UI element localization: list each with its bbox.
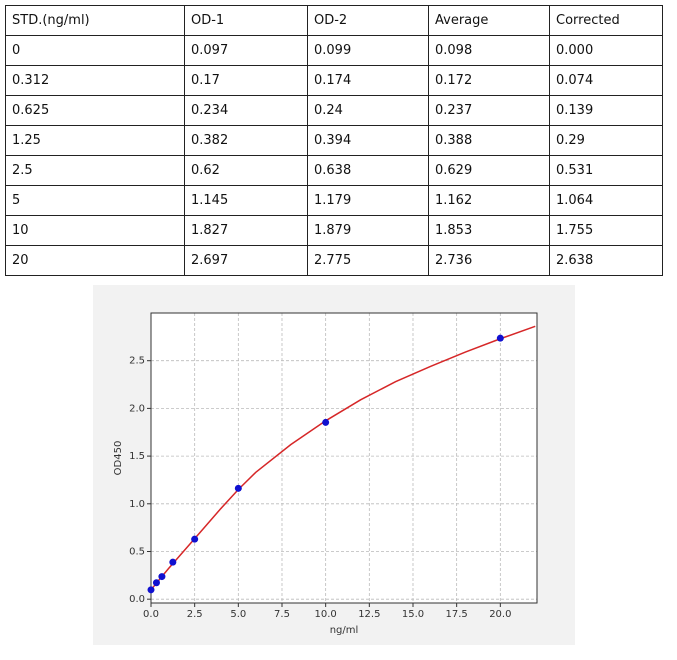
x-tick-label: 17.5 bbox=[446, 609, 468, 620]
y-tick-label: 2.0 bbox=[129, 403, 145, 414]
y-tick-label: 1.5 bbox=[129, 451, 145, 462]
table-cell: STD.(ng/ml) bbox=[5, 5, 185, 36]
table-cell: 1.162 bbox=[428, 185, 550, 216]
table-cell: 1.755 bbox=[549, 215, 663, 246]
table-row: 20 2.697 2.775 2.736 2.638 bbox=[5, 245, 663, 276]
y-tick-label: 2.5 bbox=[129, 356, 145, 367]
table-cell: 0.625 bbox=[5, 95, 185, 126]
table-cell: 1.064 bbox=[549, 185, 663, 216]
table-row: 0.625 0.234 0.24 0.237 0.139 bbox=[5, 95, 663, 126]
table-row: 0 0.097 0.099 0.098 0.000 bbox=[5, 35, 663, 66]
table-cell: 0.629 bbox=[428, 155, 550, 186]
table-cell: 0.097 bbox=[184, 35, 308, 66]
x-tick-label: 5.0 bbox=[230, 609, 246, 620]
table-cell: 2.697 bbox=[184, 245, 308, 276]
fit-curve bbox=[150, 325, 536, 591]
table-cell: OD-1 bbox=[184, 5, 308, 36]
table-cell: 0.531 bbox=[549, 155, 663, 186]
table-cell: 0.237 bbox=[428, 95, 550, 126]
data-point bbox=[147, 586, 155, 594]
x-tick-label: 15.0 bbox=[402, 609, 424, 620]
table-cell: 0.174 bbox=[307, 65, 429, 96]
x-tick-label: 7.5 bbox=[274, 609, 290, 620]
y-tick-label: 0.5 bbox=[129, 546, 145, 557]
y-tick-label: 1.0 bbox=[129, 499, 145, 510]
data-point bbox=[158, 573, 166, 581]
table-cell: 0.099 bbox=[307, 35, 429, 66]
table-row: 10 1.827 1.879 1.853 1.755 bbox=[5, 215, 663, 246]
table-cell: 0.24 bbox=[307, 95, 429, 126]
table-cell: 0.172 bbox=[428, 65, 550, 96]
table-cell: Corrected bbox=[549, 5, 663, 36]
plot-area bbox=[151, 313, 537, 603]
header-row: STD.(ng/ml) OD-1 OD-2 Average Corrected bbox=[5, 5, 663, 36]
x-tick-label: 0.0 bbox=[143, 609, 159, 620]
table-cell: 2.638 bbox=[549, 245, 663, 276]
data-table: STD.(ng/ml) OD-1 OD-2 Average Corrected 0 0.09… bbox=[5, 5, 663, 276]
table-cell: 1.879 bbox=[307, 215, 429, 246]
table-cell: 0.388 bbox=[428, 125, 550, 156]
table-cell: Average bbox=[428, 5, 550, 36]
table-cell: 2.775 bbox=[307, 245, 429, 276]
data-point bbox=[322, 418, 330, 426]
data-point bbox=[191, 535, 199, 543]
table-cell: 5 bbox=[5, 185, 185, 216]
x-tick-label: 2.5 bbox=[187, 609, 203, 620]
x-tick-label: 10.0 bbox=[315, 609, 337, 620]
table-cell: 20 bbox=[5, 245, 185, 276]
data-point bbox=[152, 579, 160, 587]
x-tick-label: 12.5 bbox=[358, 609, 380, 620]
table-cell: 0.382 bbox=[184, 125, 308, 156]
data-point bbox=[169, 558, 177, 566]
data-point bbox=[496, 334, 504, 342]
table-row: 5 1.145 1.179 1.162 1.064 bbox=[5, 185, 663, 216]
plot-frame bbox=[150, 312, 538, 604]
table-cell: 0.62 bbox=[184, 155, 308, 186]
table-cell: 2.736 bbox=[428, 245, 550, 276]
x-axis-label: ng/ml bbox=[330, 625, 359, 636]
data-point bbox=[234, 484, 242, 492]
y-tick-label: 0.0 bbox=[129, 594, 145, 605]
y-axis-label: OD450 bbox=[113, 441, 124, 476]
x-tick-label: 20.0 bbox=[489, 609, 511, 620]
